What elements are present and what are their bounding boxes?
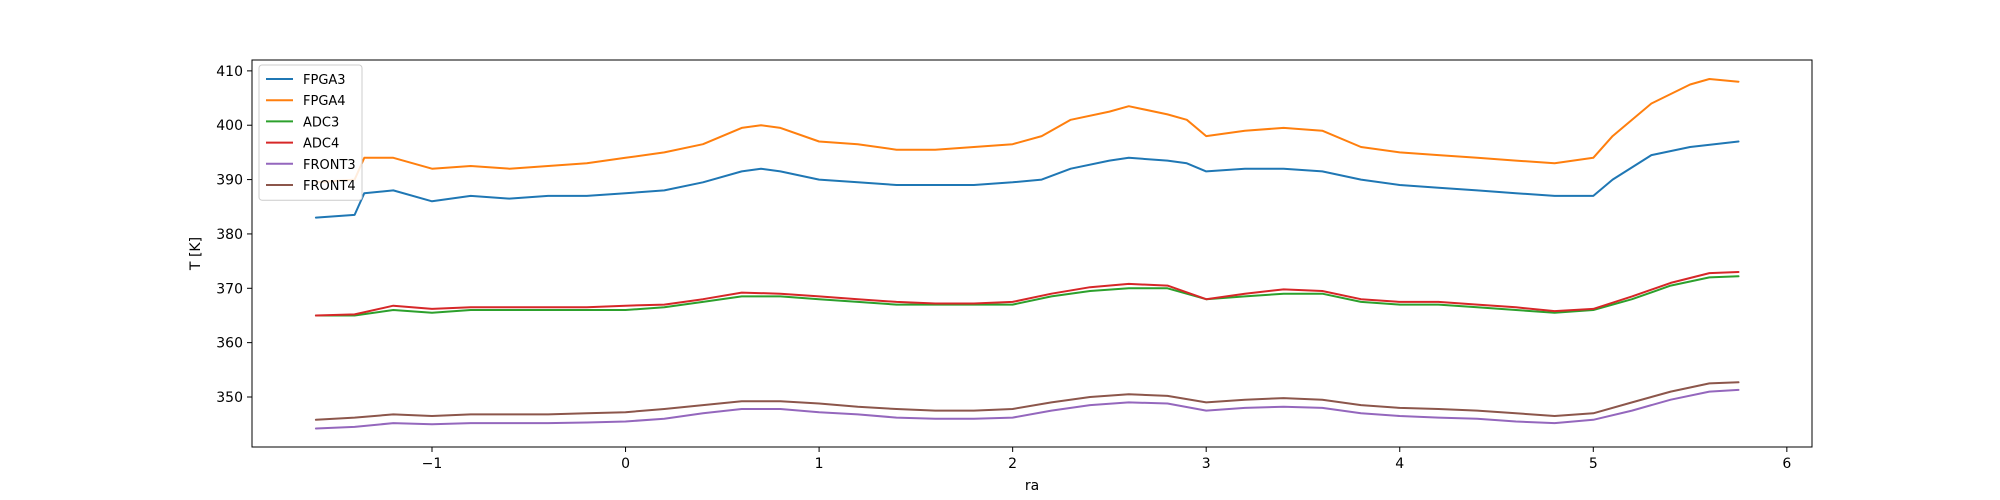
y-tick-label: 400 xyxy=(216,118,243,134)
y-tick-label: 360 xyxy=(216,336,243,352)
legend-label-front3: FRONT3 xyxy=(303,158,356,173)
x-tick-label: 1 xyxy=(815,456,824,472)
x-tick-label: 2 xyxy=(1008,456,1017,472)
series-line-front4 xyxy=(314,381,1740,421)
x-axis: −1 0 1 2 3 4 5 6 xyxy=(422,447,1791,472)
legend-box xyxy=(258,64,363,201)
legend-label-adc4: ADC4 xyxy=(303,137,339,152)
x-tick-label: 5 xyxy=(1589,456,1598,472)
plot-area xyxy=(252,60,1812,447)
x-tick-label: −1 xyxy=(422,456,443,472)
legend-label-front4: FRONT4 xyxy=(303,179,356,194)
x-tick-label: 0 xyxy=(621,456,630,472)
y-tick-label: 370 xyxy=(216,281,243,297)
series-line-adc3 xyxy=(314,275,1740,317)
series-line-fpga4 xyxy=(314,78,1740,184)
legend-label-fpga4: FPGA4 xyxy=(303,94,346,109)
series-layer xyxy=(314,78,1740,430)
y-tick-label: 350 xyxy=(216,390,243,406)
x-axis-label: ra xyxy=(1025,478,1039,494)
y-tick-label: 410 xyxy=(216,64,243,80)
y-axis-label: T [K] xyxy=(188,237,204,271)
x-tick-label: 3 xyxy=(1202,456,1211,472)
y-tick-label: 390 xyxy=(216,173,243,189)
x-tick-label: 6 xyxy=(1782,456,1791,472)
plot-frame xyxy=(251,59,1813,448)
y-axis: 350 360 370 380 390 400 410 xyxy=(216,64,252,406)
series-line-adc4 xyxy=(314,271,1740,317)
series-line-fpga3 xyxy=(314,140,1740,219)
legend: FPGA3 FPGA4 ADC3 ADC4 FRONT3 FRONT4 xyxy=(258,64,363,201)
series-line-front3 xyxy=(314,388,1740,430)
x-tick-label: 4 xyxy=(1395,456,1404,472)
legend-label-adc3: ADC3 xyxy=(303,115,339,130)
legend-label-fpga3: FPGA3 xyxy=(303,73,346,88)
y-tick-label: 380 xyxy=(216,227,243,243)
